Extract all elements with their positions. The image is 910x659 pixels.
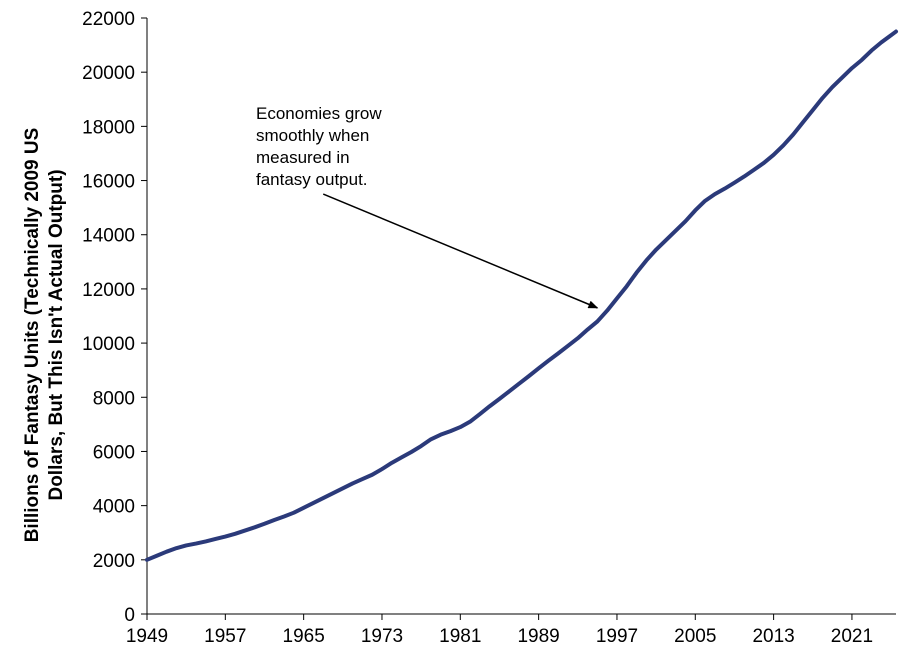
y-tick-label: 6000 xyxy=(93,442,135,463)
y-axis-title-line1: Billions of Fantasy Units (Technically 2… xyxy=(22,128,43,543)
x-tick-label: 2013 xyxy=(752,626,794,647)
x-tick-label: 1973 xyxy=(361,626,403,647)
annotation-text-line: smoothly when xyxy=(256,126,369,145)
y-tick-label: 18000 xyxy=(82,117,135,138)
annotation-arrow xyxy=(322,193,599,309)
y-tick-label: 4000 xyxy=(93,497,135,518)
y-ticks: 0 2000 4000 6000 8000 10000 12000 14000 16000 180… xyxy=(82,9,147,626)
y-tick-label: 16000 xyxy=(82,172,135,193)
x-tick-label: 2021 xyxy=(831,626,873,647)
series-group xyxy=(145,29,898,562)
x-tick-label: 2005 xyxy=(674,626,716,647)
y-tick-label: 8000 xyxy=(93,388,135,409)
annotations: Economies grow smoothly when measured in fa… xyxy=(256,104,599,309)
y-tick-label: 10000 xyxy=(82,334,135,355)
y-tick-label: 20000 xyxy=(82,63,135,84)
y-tick-label: 22000 xyxy=(82,9,135,30)
x-tick-label: 1989 xyxy=(517,626,559,647)
annotation-text-line: measured in xyxy=(256,148,350,167)
x-tick-label: 1949 xyxy=(126,626,168,647)
series-line xyxy=(145,29,898,562)
annotation-text-line: fantasy output. xyxy=(256,170,368,189)
y-axis-title-line2: Dollars, But This Isn't Actual Output) xyxy=(46,169,67,500)
y-tick-label: 0 xyxy=(124,605,135,626)
x-tick-label: 1997 xyxy=(596,626,638,647)
y-tick-label: 14000 xyxy=(82,226,135,247)
annotation-text-line: Economies grow xyxy=(256,104,382,123)
axes xyxy=(146,18,896,615)
x-tick-label: 1957 xyxy=(204,626,246,647)
x-tick-label: 1981 xyxy=(439,626,481,647)
y-tick-label: 2000 xyxy=(93,551,135,572)
y-axis-title: Billions of Fantasy Units (Technically 2… xyxy=(22,128,67,543)
x-ticks: 1949 1957 1965 1973 1981 1989 1997 2005 2013 2021 xyxy=(126,614,873,647)
y-tick-label: 12000 xyxy=(82,280,135,301)
x-tick-label: 1965 xyxy=(283,626,325,647)
